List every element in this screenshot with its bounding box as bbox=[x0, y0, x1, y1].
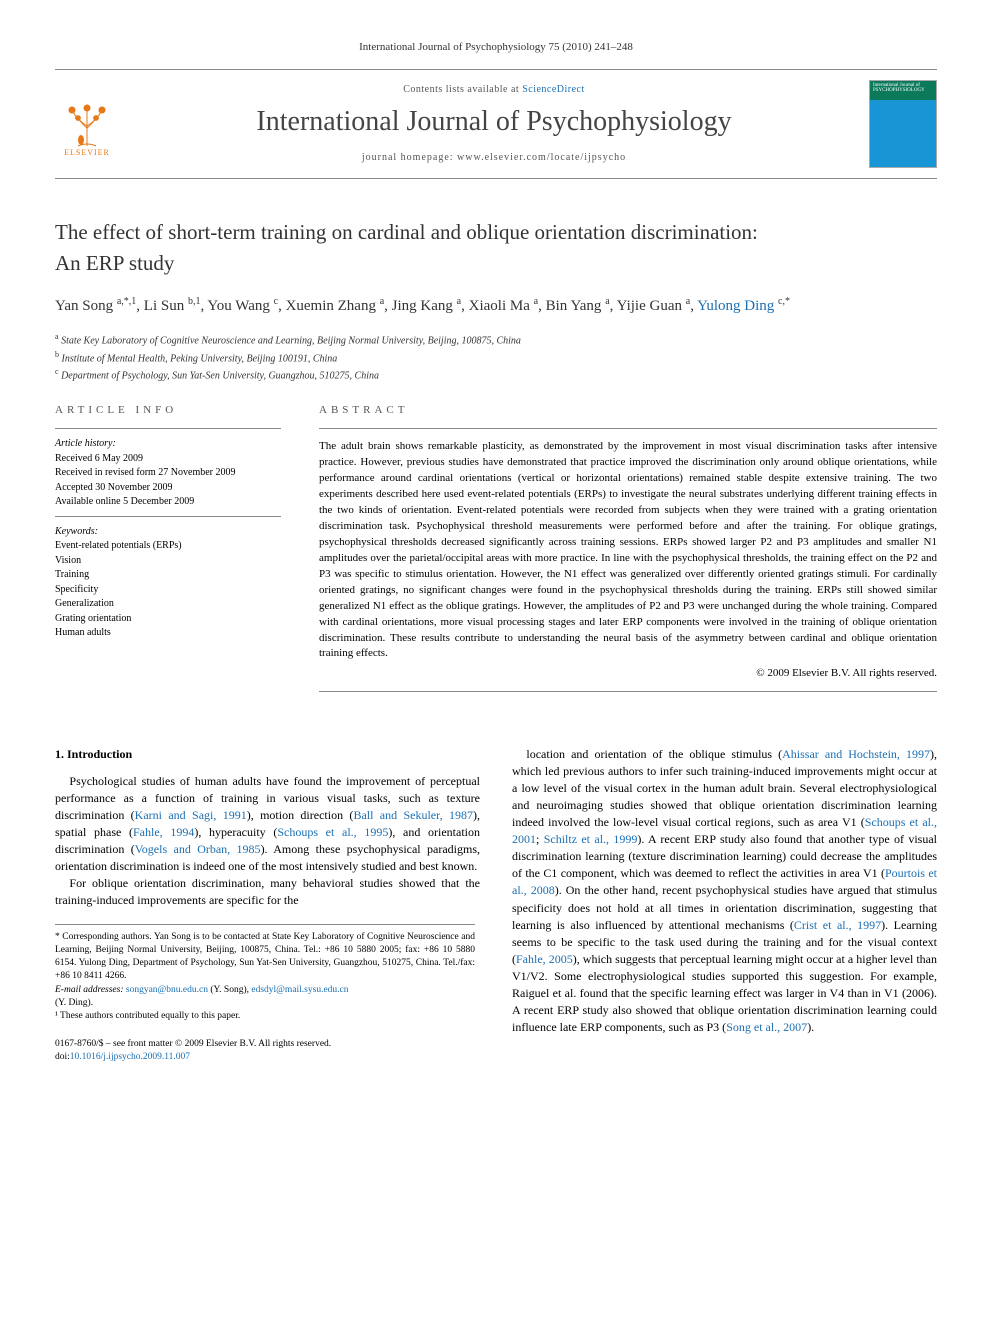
info-rule-2 bbox=[55, 516, 281, 517]
article-history-block: Article history: Received 6 May 2009Rece… bbox=[55, 437, 281, 510]
p3-a: location and orientation of the oblique … bbox=[526, 747, 782, 761]
elsevier-logo: ELSEVIER bbox=[55, 89, 119, 159]
abstract-column: abstract The adult brain shows remarkabl… bbox=[319, 403, 937, 702]
keyword-line: Vision bbox=[55, 554, 281, 569]
paragraph-2: For oblique orientation discrimination, … bbox=[55, 875, 480, 909]
keyword-line: Human adults bbox=[55, 626, 281, 641]
abstract-heading: abstract bbox=[319, 403, 937, 418]
elsevier-tree-icon bbox=[62, 98, 112, 148]
contents-prefix: Contents lists available at bbox=[403, 84, 522, 95]
p1-b: ), motion direction ( bbox=[247, 808, 354, 822]
doi-line: doi:10.1016/j.ijpsycho.2009.11.007 bbox=[55, 1051, 480, 1064]
email-label: E-mail addresses: bbox=[55, 985, 126, 995]
affiliation-line: a State Key Laboratory of Cognitive Neur… bbox=[55, 331, 937, 348]
keyword-line: Generalization bbox=[55, 597, 281, 612]
paragraph-3: location and orientation of the oblique … bbox=[512, 746, 937, 1036]
p2-a: For oblique orientation discrimination, … bbox=[55, 876, 480, 907]
ref-ahissar-hochstein-1997[interactable]: Ahissar and Hochstein, 1997 bbox=[782, 747, 930, 761]
keyword-line: Event-related potentials (ERPs) bbox=[55, 539, 281, 554]
ref-schoups-1995[interactable]: Schoups et al., 1995 bbox=[277, 825, 388, 839]
article-title-line1: The effect of short-term training on car… bbox=[55, 219, 937, 245]
masthead-center: Contents lists available at ScienceDirec… bbox=[137, 83, 851, 164]
journal-cover-thumb: International Journal of PSYCHOPHYSIOLOG… bbox=[869, 80, 937, 168]
affiliations: a State Key Laboratory of Cognitive Neur… bbox=[55, 331, 937, 383]
journal-title: International Journal of Psychophysiolog… bbox=[137, 103, 851, 141]
affiliation-line: c Department of Psychology, Sun Yat-Sen … bbox=[55, 366, 937, 383]
elsevier-wordmark: ELSEVIER bbox=[64, 148, 110, 159]
p1-d: ), hyperacuity ( bbox=[194, 825, 277, 839]
running-header: International Journal of Psychophysiolog… bbox=[55, 40, 937, 55]
keywords-label: Keywords: bbox=[55, 525, 281, 540]
history-line: Received 6 May 2009 bbox=[55, 452, 281, 467]
history-label: Article history: bbox=[55, 437, 281, 452]
email-link-2[interactable]: edsdyl@mail.sysu.edu.cn bbox=[251, 985, 348, 995]
article-info-column: article info Article history: Received 6… bbox=[55, 403, 281, 702]
corresponding-author-note: * Corresponding authors. Yan Song is to … bbox=[55, 931, 475, 984]
equal-contribution-note: ¹ These authors contributed equally to t… bbox=[55, 1010, 475, 1023]
email-addresses: E-mail addresses: songyan@bnu.edu.cn (Y.… bbox=[55, 984, 475, 1011]
ref-ball-sekuler-1987[interactable]: Ball and Sekuler, 1987 bbox=[353, 808, 473, 822]
ref-fahle-2005[interactable]: Fahle, 2005 bbox=[516, 952, 573, 966]
affiliation-line: b Institute of Mental Health, Peking Uni… bbox=[55, 349, 937, 366]
history-line: Accepted 30 November 2009 bbox=[55, 481, 281, 496]
ref-karni-sagi-1991[interactable]: Karni and Sagi, 1991 bbox=[135, 808, 247, 822]
body-two-column: 1. Introduction Psychological studies of… bbox=[55, 746, 937, 1064]
homepage-prefix: journal homepage: bbox=[362, 152, 457, 163]
sciencedirect-link[interactable]: ScienceDirect bbox=[522, 84, 585, 95]
homepage-url: www.elsevier.com/locate/ijpsycho bbox=[457, 152, 626, 163]
keyword-line: Training bbox=[55, 568, 281, 583]
info-abstract-row: article info Article history: Received 6… bbox=[55, 403, 937, 702]
keyword-line: Grating orientation bbox=[55, 612, 281, 627]
email-who-2: (Y. Ding). bbox=[55, 998, 93, 1008]
section-1-heading: 1. Introduction bbox=[55, 746, 480, 763]
ref-fahle-1994[interactable]: Fahle, 1994 bbox=[133, 825, 194, 839]
journal-homepage: journal homepage: www.elsevier.com/locat… bbox=[137, 151, 851, 165]
keyword-line: Specificity bbox=[55, 583, 281, 598]
info-rule bbox=[55, 428, 281, 429]
abs-rule-top bbox=[319, 428, 937, 429]
journal-masthead: ELSEVIER Contents lists available at Sci… bbox=[55, 69, 937, 179]
email-link-1[interactable]: songyan@bnu.edu.cn bbox=[126, 985, 208, 995]
footnotes-block: * Corresponding authors. Yan Song is to … bbox=[55, 924, 475, 1024]
abs-rule-bottom bbox=[319, 691, 937, 692]
ref-vogels-orban-1985[interactable]: Vogels and Orban, 1985 bbox=[135, 842, 261, 856]
paragraph-1: Psychological studies of human adults ha… bbox=[55, 773, 480, 875]
article-info-heading: article info bbox=[55, 403, 281, 418]
p3-g: ), which suggests that perceptual learni… bbox=[512, 952, 937, 1034]
article-title-line2: An ERP study bbox=[55, 249, 937, 277]
contents-available: Contents lists available at ScienceDirec… bbox=[137, 83, 851, 97]
ref-crist-1997[interactable]: Crist et al., 1997 bbox=[794, 918, 881, 932]
p3-c: ; bbox=[536, 832, 544, 846]
doi-label: doi: bbox=[55, 1052, 70, 1062]
cover-label: International Journal of PSYCHOPHYSIOLOG… bbox=[873, 83, 936, 93]
footer-block: 0167-8760/$ – see front matter © 2009 El… bbox=[55, 1038, 480, 1065]
abstract-copyright: © 2009 Elsevier B.V. All rights reserved… bbox=[319, 666, 937, 681]
author-list: Yan Song a,*,1, Li Sun b,1, You Wang c, … bbox=[55, 295, 937, 317]
ref-schiltz-1999[interactable]: Schiltz et al., 1999 bbox=[544, 832, 638, 846]
history-line: Available online 5 December 2009 bbox=[55, 495, 281, 510]
issn-line: 0167-8760/$ – see front matter © 2009 El… bbox=[55, 1038, 480, 1051]
author-link[interactable]: Yulong Ding bbox=[697, 298, 774, 314]
p3-h: ). bbox=[807, 1020, 814, 1034]
keywords-block: Keywords: Event-related potentials (ERPs… bbox=[55, 525, 281, 641]
doi-link[interactable]: 10.1016/j.ijpsycho.2009.11.007 bbox=[70, 1052, 190, 1062]
ref-song-2007[interactable]: Song et al., 2007 bbox=[726, 1020, 807, 1034]
history-line: Received in revised form 27 November 200… bbox=[55, 466, 281, 481]
abstract-text: The adult brain shows remarkable plastic… bbox=[319, 439, 937, 662]
email-who-1: (Y. Song), bbox=[208, 985, 251, 995]
